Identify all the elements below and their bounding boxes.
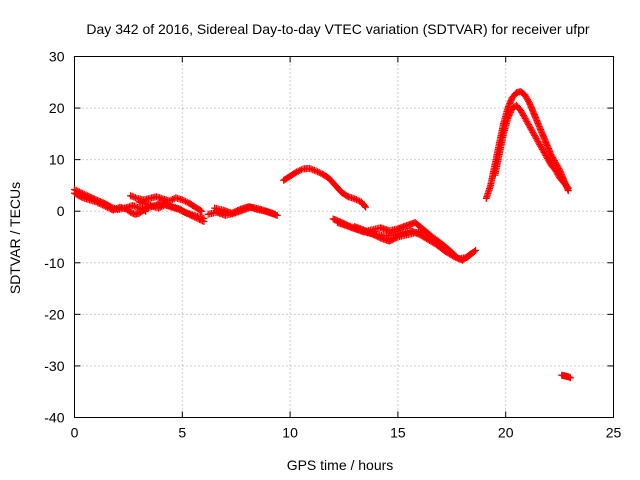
data-point xyxy=(174,205,182,213)
series-arc-3 xyxy=(127,192,206,215)
x-tick-label: 25 xyxy=(606,425,622,441)
data-point xyxy=(177,207,185,215)
data-point xyxy=(78,193,86,201)
data-point xyxy=(315,169,323,177)
data-point xyxy=(99,201,107,209)
data-point xyxy=(100,202,108,210)
data-point xyxy=(198,207,206,215)
data-point xyxy=(111,205,119,213)
data-point xyxy=(94,199,102,207)
data-point xyxy=(392,234,400,242)
y-tick-label: -20 xyxy=(44,306,64,322)
x-tick-label: 15 xyxy=(390,425,406,441)
data-point xyxy=(293,168,301,176)
data-point xyxy=(155,204,163,212)
y-tick-label: -40 xyxy=(44,410,64,426)
series-arc-11 xyxy=(482,88,572,202)
series-arc-12 xyxy=(491,101,572,192)
data-points xyxy=(71,88,574,382)
y-tick-label: -10 xyxy=(44,255,64,271)
data-point xyxy=(169,195,177,203)
x-tick-label: 20 xyxy=(498,425,514,441)
data-point xyxy=(271,210,279,218)
series-arc-10 xyxy=(351,223,428,245)
data-point xyxy=(102,203,110,211)
series-arc-13 xyxy=(558,371,574,382)
x-tick-label: 0 xyxy=(71,425,79,441)
chart-title: Day 342 of 2016, Sidereal Day-to-day VTE… xyxy=(86,21,590,37)
x-tick-label: 10 xyxy=(282,425,298,441)
series-arc-6 xyxy=(211,203,279,218)
axis-ticks: 0 5 10 15 20 25 -40 -30 -20 -10 0 10 20 30 xyxy=(44,49,621,441)
data-point xyxy=(354,196,362,204)
x-tick-label: 5 xyxy=(178,425,186,441)
y-axis-label: SDTVAR / TECUs xyxy=(7,182,23,294)
data-point xyxy=(139,206,147,214)
data-point xyxy=(352,196,360,204)
data-point xyxy=(564,184,572,192)
y-tick-label: 30 xyxy=(49,49,65,65)
data-point xyxy=(95,199,103,207)
plot-frame xyxy=(74,56,614,418)
y-tick-label: 0 xyxy=(57,203,65,219)
data-point xyxy=(178,196,186,204)
data-point xyxy=(362,203,370,211)
data-point xyxy=(176,206,184,214)
data-point xyxy=(360,202,368,210)
data-point xyxy=(314,168,322,176)
data-point xyxy=(563,183,571,191)
data-point xyxy=(472,246,480,254)
y-tick-label: -30 xyxy=(44,358,64,374)
data-point xyxy=(196,206,204,214)
data-point xyxy=(296,166,304,174)
data-point xyxy=(103,203,111,211)
data-point xyxy=(294,167,302,175)
data-point xyxy=(182,197,190,205)
data-point xyxy=(200,214,208,222)
data-point xyxy=(420,227,428,235)
data-point xyxy=(92,198,100,206)
data-point xyxy=(180,197,188,205)
data-point xyxy=(470,247,478,255)
data-point xyxy=(156,203,164,211)
data-point xyxy=(525,97,533,105)
data-point xyxy=(312,167,320,175)
series-arc-7 xyxy=(280,164,370,211)
data-point xyxy=(297,166,305,174)
y-tick-label: 10 xyxy=(49,152,65,168)
y-tick-label: 20 xyxy=(49,100,65,116)
data-point xyxy=(109,206,117,214)
data-point xyxy=(351,195,359,203)
x-axis-label: GPS time / hours xyxy=(287,457,394,473)
data-point xyxy=(113,205,121,213)
data-point xyxy=(167,196,175,204)
series-arc-4 xyxy=(135,198,208,222)
data-point xyxy=(158,203,166,211)
data-point xyxy=(179,207,187,215)
data-point xyxy=(97,200,105,208)
data-point xyxy=(566,374,574,382)
